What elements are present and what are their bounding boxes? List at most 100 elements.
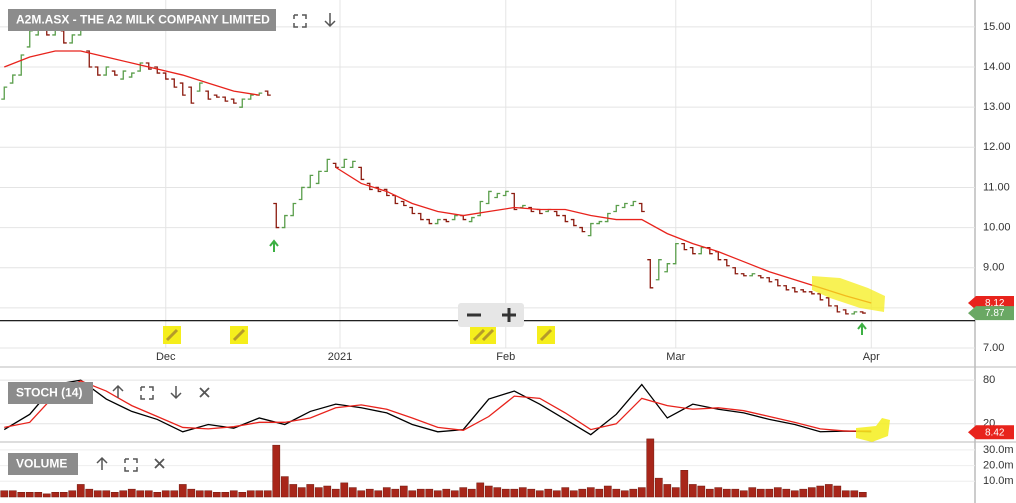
volume-bar [799,488,808,498]
volume-bar [391,488,400,498]
ohlc-bar [664,263,671,273]
ohlc-bar [213,94,220,98]
ohlc-bar [783,285,790,291]
ohlc-bar [511,192,518,211]
volume-bar [654,477,663,498]
volume-bar [76,484,85,498]
close-icon[interactable] [154,458,165,469]
ohlc-bar [808,291,815,295]
ohlc-bar [706,247,713,255]
ohlc-bar [120,70,127,80]
ohlc-bar [69,34,76,44]
volume-bar [807,487,816,498]
volume-bar [756,488,765,498]
ohlc-bar [579,226,586,233]
volume-bar [773,487,782,498]
ohlc-bar [468,216,475,223]
volume-bar [578,488,587,498]
volume-bar [739,490,748,498]
ohlc-bar [417,212,424,221]
ohlc-bar [315,170,322,185]
ohlc-bar [825,297,832,307]
ohlc-bar [689,247,696,255]
volume-bar [272,444,281,498]
volume-bar [374,490,383,498]
ohlc-bar [698,247,705,255]
collapse-icon[interactable] [324,13,336,28]
volume-bar [425,488,434,498]
note-icon[interactable] [470,326,496,344]
volume-bar [646,438,655,498]
volume-bar [501,488,510,498]
ohlc-bar [766,277,773,283]
volume-bar [459,487,468,498]
volume-bar [561,487,570,498]
volume-bar [824,484,833,498]
ohlc-bar [681,242,688,251]
volume-bar [34,492,43,498]
volume-bar [399,485,408,498]
expand-icon[interactable] [293,14,307,28]
y-tick-label: 10.0m [983,475,1014,487]
volume-bar [790,490,799,498]
ohlc-bar [723,259,730,267]
ohlc-bar [587,222,594,237]
ohlc-bar [757,275,764,279]
ohlc-bar [502,190,509,197]
zoom-in[interactable] [502,308,516,322]
move-up-icon[interactable] [96,456,108,470]
volume-bar [518,487,527,498]
ohlc-bar [179,82,186,96]
close-icon[interactable] [199,387,210,398]
volume-bar [510,488,519,498]
expand-icon[interactable] [140,386,154,400]
title-box [8,453,78,475]
volume-bar [858,492,867,498]
volume-bar [705,488,714,498]
volume-bar [204,490,213,498]
ohlc-bar [18,54,25,76]
stoch-title: STOCH (14) [16,386,82,400]
volume-bar [382,487,391,498]
volume-title: VOLUME [16,457,67,471]
title-box [8,9,276,31]
y-tick-label: 30.0m [983,444,1014,456]
volume-bar [833,485,842,498]
volume-bar [195,490,204,498]
volume-bar [59,492,68,498]
volume-bar [263,490,272,498]
move-up-icon[interactable] [112,384,124,398]
volume-bar [442,488,451,498]
volume-bar [221,492,230,498]
expand-icon[interactable] [124,458,138,472]
volume-bar [612,488,621,498]
ohlc-bar [264,90,271,96]
volume-bar [467,488,476,498]
volume-bar [714,487,723,498]
volume-bar [297,487,306,498]
ohlc-bar [9,74,16,84]
volume-bar [722,488,731,498]
move-down-icon[interactable] [170,386,182,400]
ohlc-bar [86,50,93,68]
ohlc-bar [1,86,8,100]
volume-bar [620,490,629,498]
ohlc-bar [613,204,620,213]
ohlc-bar [842,309,849,315]
volume-bar [782,488,791,498]
y-tick-label: 13.00 [983,101,1011,113]
ohlc-bar [451,214,458,221]
volume-bar [25,492,34,498]
volume-bar [552,490,561,498]
volume-bar [153,492,162,498]
volume-bar [212,492,221,498]
ohlc-bar [570,218,577,227]
volume-bar [229,490,238,498]
volume-bar [603,485,612,498]
annotation-icons[interactable] [163,326,555,344]
y-tick-label: 15.00 [983,21,1011,33]
volume-bar [680,470,689,498]
x-tick-label: Mar [666,351,685,363]
ohlc-bar [630,200,637,207]
highlight [856,418,890,442]
